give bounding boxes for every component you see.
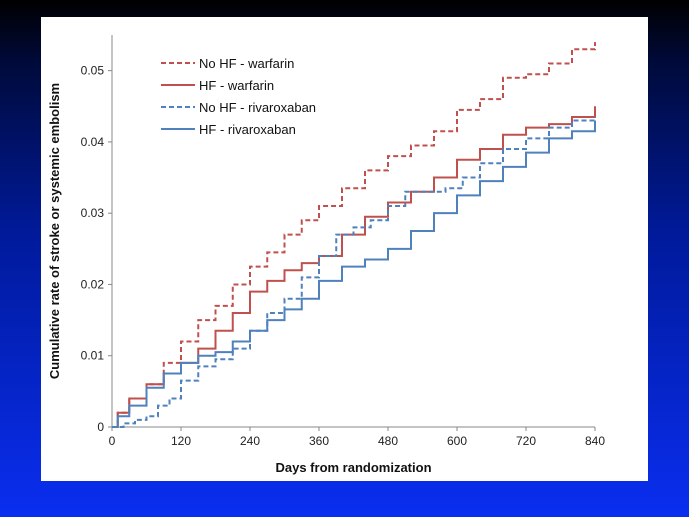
x-tick-label: 720 — [516, 434, 536, 448]
y-tick-label: 0.03 — [81, 206, 105, 220]
series-line-2 — [112, 116, 596, 428]
y-tick-label: 0.01 — [81, 349, 105, 363]
series-line-3 — [112, 120, 596, 428]
x-tick-label: 0 — [109, 434, 116, 448]
x-axis-title: Days from randomization — [275, 460, 431, 475]
x-tick-label: 360 — [309, 434, 329, 448]
legend-label-1: HF - warfarin — [199, 78, 274, 93]
y-axis-title: Cumulative rate of stroke or systemic em… — [47, 83, 62, 379]
series-layer — [112, 42, 596, 428]
axes — [111, 35, 595, 428]
y-tick-label: 0.04 — [81, 135, 105, 149]
x-tick-label: 600 — [447, 434, 467, 448]
line-chart: 0 120 240 360 480 600 720 840 0 0.01 0.02 0.03 0.04… — [47, 35, 605, 475]
x-tick-label: 120 — [171, 434, 191, 448]
y-tick-label: 0.02 — [81, 277, 105, 291]
legend: No HF - warfarin HF - warfarin No HF - riv… — [161, 56, 316, 137]
y-axis-ticks: 0 0.01 0.02 0.03 0.04 0.05 — [81, 64, 112, 434]
y-tick-label: 0 — [97, 420, 104, 434]
legend-label-3: HF - rivaroxaban — [199, 122, 296, 137]
y-tick-label: 0.05 — [81, 64, 105, 78]
x-tick-label: 240 — [240, 434, 260, 448]
legend-label-0: No HF - warfarin — [199, 56, 294, 71]
chart-panel: 0 120 240 360 480 600 720 840 0 0.01 0.02 0.03 0.04… — [41, 17, 648, 481]
legend-label-2: No HF - rivaroxaban — [199, 100, 316, 115]
x-axis-ticks: 0 120 240 360 480 600 720 840 — [109, 427, 605, 448]
series-line-0 — [112, 42, 596, 428]
x-tick-label: 480 — [378, 434, 398, 448]
x-tick-label: 840 — [585, 434, 605, 448]
